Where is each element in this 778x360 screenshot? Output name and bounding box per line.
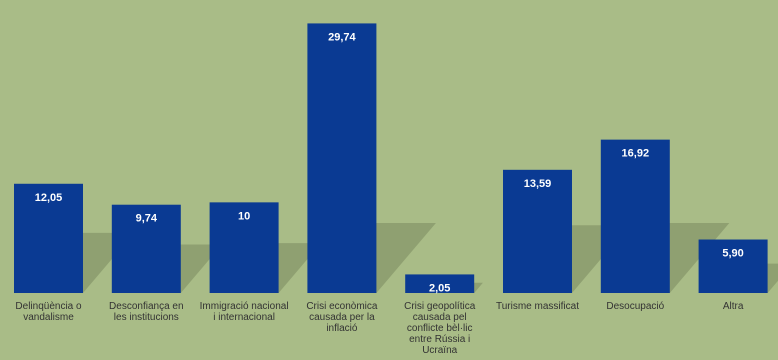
category-label: Desconfiança en les institucions [109,301,184,323]
category-label-line: vandalisme [23,312,74,323]
category-label-line: i internacional [213,312,275,323]
bar [14,183,83,293]
category-label-line: Immigració nacional [200,301,289,312]
category-label-line: Desocupació [606,301,664,312]
category-label-line: Desconfiança en [109,301,184,312]
bar-value-label: 5,90 [722,248,743,260]
bar-value-label: 12,05 [35,192,63,204]
category-label-line: Altra [723,301,744,312]
category-label-line: Ucraïna [422,345,457,356]
category-label: Desocupació [606,301,664,312]
bar-value-label: 9,74 [136,213,158,225]
category-label: Immigració nacional i internacional [200,301,289,323]
bar [307,23,377,293]
bar [111,204,181,293]
bar-value-label: 29,74 [328,31,356,43]
category-label: Crisi econòmica causada per la inflació [306,301,378,334]
category-label-line: Delinqüència o [15,301,82,312]
bar [503,169,572,293]
bars [14,23,768,293]
bar [698,239,768,293]
category-label-line: Crisi geopolítica [404,301,476,312]
category-label-line: Turisme massificat [496,301,579,312]
category-label: Delinqüència o vandalisme [15,301,82,323]
bar-value-label: 13,59 [524,178,552,190]
category-label-line: entre Rússia i [409,334,470,345]
category-label: Turisme massificat [496,301,579,312]
category-label-line: causada pel [413,312,467,323]
bar [405,274,475,293]
category-label-line: Crisi econòmica [306,301,378,312]
category-label-line: conflicte bèl·lic [407,323,473,334]
category-label: Crisi geopolítica causada pel conflicte bè… [404,301,476,356]
bar [600,139,670,293]
bar [209,202,279,293]
category-label-line: inflació [326,323,358,334]
category-label-line: causada per la [309,312,375,323]
bar-value-label: 16,92 [622,148,650,160]
bar-value-label: 2,05 [429,282,450,294]
category-label-line: les institucions [114,312,179,323]
category-label: Altra [723,301,744,312]
value-labels: 12,05 9,74 10 29,74 2,05 13,59 16,92 5,90 [35,31,744,294]
category-labels: Delinqüència o vandalisme Desconfiança en l… [15,301,743,356]
bar-value-label: 10 [238,210,250,222]
